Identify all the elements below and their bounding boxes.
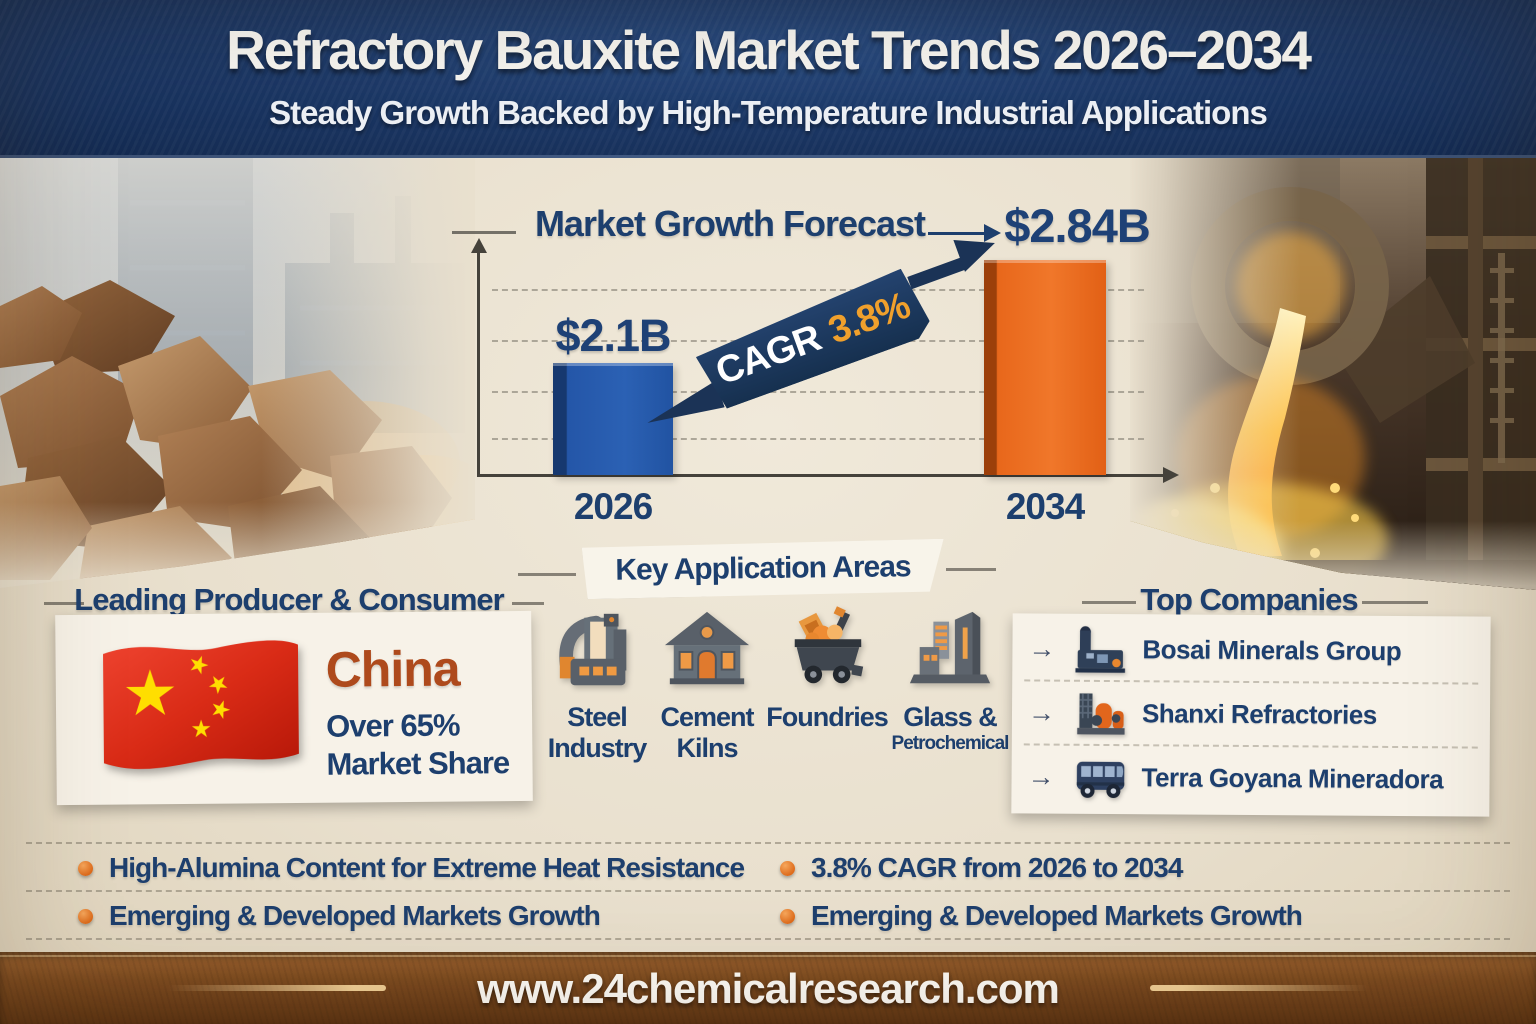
highlight-item: Emerging & Developed Markets Growth — [78, 896, 601, 936]
companies-heading: Top Companies — [1140, 582, 1358, 617]
footer-rule-left — [168, 985, 386, 991]
page-title: Refractory Bauxite Market Trends 2026–20… — [226, 19, 1312, 81]
app-label-line2: Industry — [547, 733, 648, 763]
company-name: Terra Goyana Mineradora — [1141, 761, 1444, 794]
bullet-dot-icon — [780, 860, 795, 876]
decorative-dash — [1362, 601, 1428, 604]
highlight-text: Emerging & Developed Markets Growth — [811, 900, 1303, 931]
company-row: → Shanxi Refractories — [1028, 681, 1476, 746]
bullet-dot-icon — [78, 908, 93, 924]
app-label-line1: Cement — [660, 702, 754, 732]
bullet-dot-icon — [78, 860, 93, 876]
bullet-dot-icon — [780, 908, 795, 924]
gridline — [492, 438, 1144, 440]
highlight-text: 3.8% CAGR from 2026 to 2034 — [811, 852, 1183, 883]
chart-title-arrow-line — [928, 232, 986, 235]
decorative-dash — [946, 568, 996, 571]
highlight-text: Emerging & Developed Markets Growth — [109, 900, 601, 931]
company-row: → Bosai Minerals Group — [1028, 617, 1476, 682]
gridline — [492, 391, 1144, 393]
chart-title: Market Growth Forecast — [534, 203, 926, 244]
decorative-dash — [512, 602, 544, 605]
applications-heading: Key Application Areas — [615, 550, 911, 587]
company-name: Bosai Minerals Group — [1142, 633, 1402, 666]
arrow-right-icon: → — [1028, 632, 1056, 664]
footer-url: www.24chemicalresearch.com — [477, 965, 1060, 1012]
bar-2034 — [984, 260, 1106, 475]
chart-title-arrow-icon — [984, 224, 1001, 242]
app-item-cement-kilns: Cement Kilns — [645, 606, 769, 764]
footer-banner: www.24chemicalresearch.com — [0, 952, 1536, 1024]
bar-2026 — [553, 363, 673, 475]
x-axis-arrow-icon — [1163, 467, 1179, 483]
decorative-dash — [1082, 601, 1136, 604]
highlight-text: High-Alumina Content for Extreme Heat Re… — [109, 852, 745, 883]
app-label-line1: Steel — [567, 702, 628, 732]
axis-label-2034: 2034 — [1005, 486, 1085, 527]
decorative-dash — [44, 602, 84, 605]
cement-kiln-icon — [664, 611, 750, 685]
page-subtitle: Steady Growth Backed by High-Temperature… — [269, 94, 1268, 131]
decorative-dash — [518, 573, 576, 576]
country-name: China — [325, 640, 460, 698]
app-item-glass-petrochemical: Glass & Petrochemical — [884, 606, 1016, 755]
app-label-line2: Kilns — [676, 733, 738, 763]
footer-rule-right — [1150, 985, 1368, 991]
app-item-steel-industry: Steel Industry — [535, 606, 659, 764]
arrow-right-icon: → — [1027, 760, 1055, 792]
foundry-cart-icon — [794, 606, 864, 684]
refractory-plant-icon — [1077, 693, 1125, 735]
company-row: → Terra Goyana Mineradora — [1027, 745, 1475, 810]
app-item-foundries: Foundries — [765, 606, 889, 733]
app-label-line1: Glass & — [903, 702, 998, 732]
highlight-item: High-Alumina Content for Extreme Heat Re… — [78, 848, 745, 888]
app-label-line2: Petrochemical — [891, 733, 1010, 754]
dashed-divider — [26, 938, 1510, 940]
dashed-divider — [26, 890, 1510, 892]
companies-card: → Bosai Minerals Group → — [1011, 613, 1491, 817]
highlight-item: 3.8% CAGR from 2026 to 2034 — [780, 848, 1183, 888]
axis-label-2026: 2026 — [573, 486, 653, 527]
x-axis — [477, 474, 1165, 477]
dashed-divider — [26, 842, 1510, 844]
arrow-right-icon: → — [1027, 696, 1056, 728]
company-name: Shanxi Refractories — [1141, 697, 1377, 730]
bar-value-2034: $2.84B — [1004, 199, 1151, 252]
bauxite-rocks-photo — [0, 158, 475, 588]
china-flag — [103, 640, 299, 770]
app-label-line1: Foundries — [766, 702, 889, 732]
mining-bus-icon — [1076, 761, 1125, 799]
glass-petrochemical-icon — [909, 611, 991, 684]
y-axis — [477, 252, 480, 476]
producer-card: China Over 65% Market Share — [55, 610, 533, 806]
market-share-line1: Over 65% — [326, 707, 460, 744]
applications-ribbon: Key Application Areas — [582, 539, 945, 599]
y-axis-arrow-icon — [471, 238, 487, 253]
steel-furnace-icon — [559, 613, 627, 686]
gridline — [492, 289, 1144, 291]
highlight-item: Emerging & Developed Markets Growth — [780, 896, 1303, 936]
bar-value-2026: $2.1B — [555, 310, 671, 361]
header-banner: Refractory Bauxite Market Trends 2026–20… — [0, 0, 1536, 158]
market-share-line2: Market Share — [326, 745, 510, 782]
minerals-plant-icon — [1075, 626, 1126, 673]
chart-title-left-dash — [452, 231, 516, 234]
